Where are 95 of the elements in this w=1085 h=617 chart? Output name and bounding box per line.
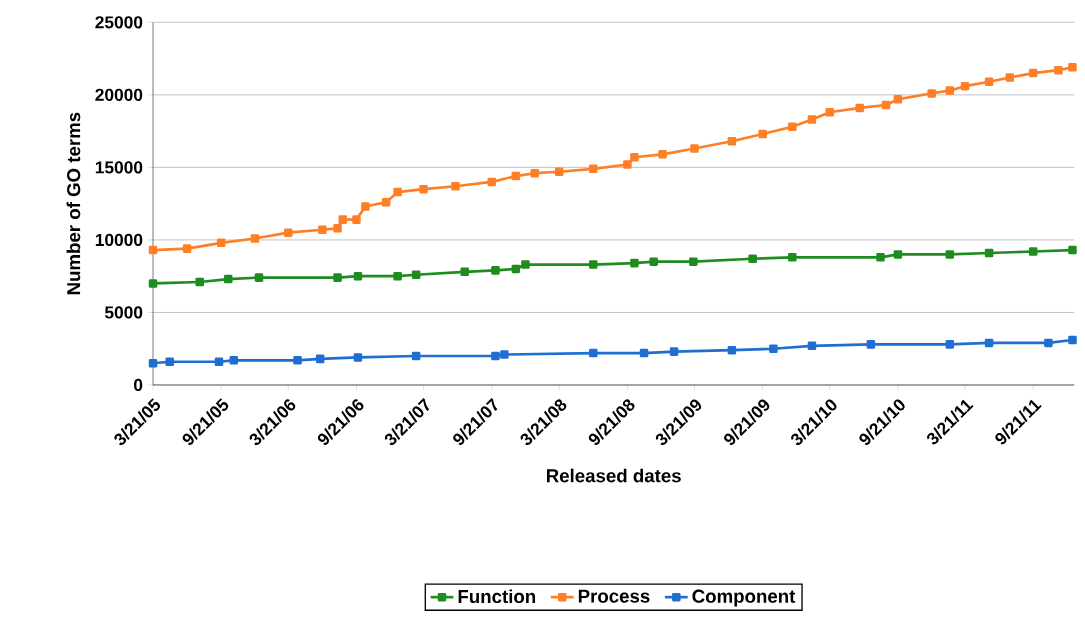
legend-label: Process [578, 589, 650, 603]
point [589, 164, 598, 174]
point [945, 340, 955, 349]
point [353, 271, 363, 281]
point [984, 77, 994, 87]
point [669, 347, 679, 356]
point [649, 257, 658, 266]
point [521, 260, 530, 269]
y-tick-label: 5000 [104, 306, 143, 319]
point [182, 244, 192, 253]
point [984, 248, 994, 258]
point [165, 357, 174, 367]
point [689, 257, 698, 266]
point [381, 197, 391, 207]
point [500, 350, 509, 359]
point [1068, 335, 1077, 345]
point [511, 171, 521, 181]
point [769, 344, 778, 353]
point [727, 137, 737, 146]
point [807, 115, 817, 124]
point [748, 254, 757, 264]
y-tick-label: 20000 [95, 88, 143, 101]
point [361, 202, 370, 211]
y-tick-label: 25000 [95, 16, 143, 29]
point [825, 107, 835, 117]
point [630, 258, 639, 268]
point [451, 181, 460, 191]
point [293, 356, 302, 365]
point [333, 273, 342, 282]
point [866, 340, 876, 349]
point [460, 267, 469, 277]
point [589, 260, 598, 269]
point [223, 274, 233, 284]
point [229, 356, 239, 365]
point [333, 224, 342, 233]
point [758, 129, 767, 139]
point [411, 351, 421, 361]
point [216, 238, 226, 248]
point [250, 234, 260, 243]
point [589, 348, 598, 358]
point [727, 345, 737, 355]
point [254, 273, 264, 282]
point [393, 271, 402, 281]
point [1054, 65, 1063, 75]
point [623, 160, 632, 169]
point [284, 228, 293, 237]
point [658, 150, 667, 159]
point [855, 103, 865, 113]
point [491, 351, 500, 361]
point [195, 277, 204, 287]
y-tick-label: 10000 [95, 233, 143, 247]
y-axis-title: Number of GO terms [66, 112, 81, 295]
point [353, 353, 363, 362]
point [690, 144, 699, 153]
legend-label: Component [692, 589, 796, 607]
point [214, 357, 224, 367]
point [1068, 245, 1077, 255]
point [881, 100, 891, 110]
point [411, 270, 421, 280]
point [984, 338, 994, 348]
point [927, 89, 936, 98]
point [318, 225, 327, 235]
point [1044, 338, 1053, 348]
point [788, 122, 797, 132]
point [419, 184, 428, 194]
point [148, 245, 158, 255]
y-tick-label: 15000 [95, 161, 143, 174]
point [511, 264, 521, 274]
x-axis-title: Released dates [546, 468, 681, 483]
point [1005, 73, 1015, 82]
point [630, 152, 639, 162]
point [960, 81, 970, 91]
point [352, 215, 361, 224]
point [393, 187, 402, 197]
point [893, 94, 903, 104]
legend-label: Function [458, 589, 536, 604]
point [148, 358, 158, 368]
point [788, 253, 797, 262]
point [807, 341, 817, 351]
point [1028, 68, 1038, 78]
point [487, 177, 497, 187]
point [1068, 63, 1077, 72]
point [893, 250, 903, 259]
point [491, 266, 500, 275]
point [148, 279, 158, 288]
point [1028, 247, 1038, 256]
point [639, 348, 649, 358]
point [876, 253, 885, 262]
point [554, 167, 564, 177]
point [945, 86, 955, 95]
point [530, 168, 539, 178]
y-tick-label: 0 [134, 378, 143, 392]
point [945, 250, 955, 259]
point [338, 215, 348, 224]
point [315, 354, 325, 364]
